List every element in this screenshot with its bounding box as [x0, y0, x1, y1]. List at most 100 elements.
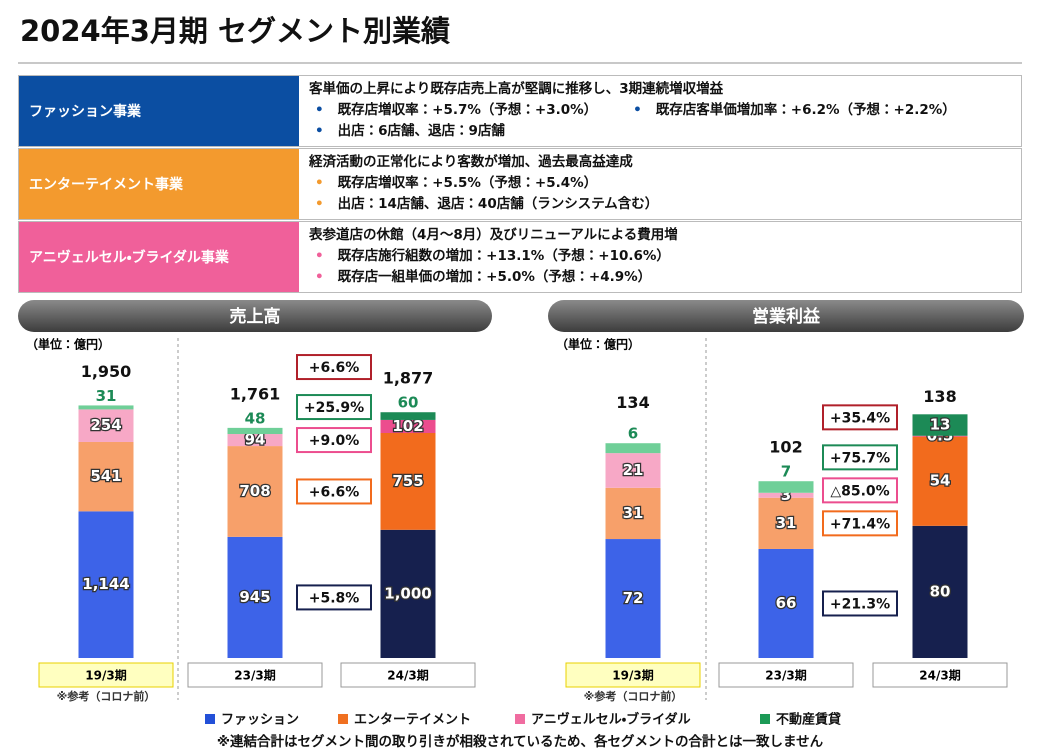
- bar-segment: [227, 434, 283, 447]
- change-label: +75.7%: [830, 450, 890, 466]
- legend-label: エンターテイメント: [354, 713, 471, 728]
- bullet-line: 出店：14店舗、退店：40店舗（ランシステム含む）: [309, 194, 1011, 215]
- bar-segment: [227, 536, 283, 658]
- total-label: 134: [616, 393, 649, 412]
- value-label: 48: [245, 409, 266, 427]
- bar-segment: [758, 492, 814, 498]
- segment-body: 客単価の上昇により既存店売上高が堅調に推移し、3期連続増収増益既存店増収率：+5…: [299, 76, 1021, 146]
- segment-headline: 客単価の上昇により既存店売上高が堅調に推移し、3期連続増収増益: [309, 81, 724, 97]
- bullet: 既存店増収率：+5.5%（予想：+5.4%）: [315, 173, 598, 194]
- value-label: 80: [930, 582, 951, 600]
- bar-segment: [380, 529, 436, 658]
- bar-segment: [758, 497, 814, 549]
- segment-headline: 表参道店の休館（4月～8月）及びリニューアルによる費用増: [309, 227, 678, 243]
- bullet: 出店：14店舗、退店：40店舗（ランシステム含む）: [315, 194, 659, 215]
- category-box: [872, 662, 1008, 688]
- change-box: [296, 394, 372, 421]
- total-change-label: +35.4%: [830, 410, 890, 426]
- chart-title: 売上高: [230, 306, 281, 327]
- bullet-line: 既存店増収率：+5.7%（予想：+3.0%） 既存店客単価増加率：+6.2%（予想…: [309, 100, 1011, 121]
- bar-segment: [78, 405, 134, 410]
- category-label: 19/3期: [85, 668, 126, 683]
- bullet: 既存店施行組数の増加：+13.1%（予想：+10.6%）: [315, 246, 670, 267]
- bar-segment: [380, 433, 436, 530]
- unit-label: （単位：億円）: [556, 337, 640, 352]
- change-box: [822, 444, 898, 471]
- legend-label: アニヴェルセル・ブライダル: [531, 712, 691, 728]
- bar-segment: [227, 427, 283, 435]
- bar-segment: [758, 548, 814, 658]
- bullet-line: 出店：6店舗、退店：9店舗: [309, 121, 1011, 142]
- total-change-label: +6.6%: [309, 360, 360, 376]
- value-label: 31: [776, 514, 797, 532]
- change-box: [296, 584, 372, 611]
- value-label: 102: [392, 417, 423, 435]
- bar-segment: [758, 481, 814, 493]
- total-label: 1,761: [230, 384, 281, 403]
- category-label: 23/3期: [234, 668, 275, 683]
- bar-segment: [380, 412, 436, 420]
- legend-label: 不動産賃貸: [776, 712, 841, 728]
- bullet: 既存店増収率：+5.7%（予想：+3.0%）: [315, 100, 598, 121]
- change-box: [822, 477, 898, 504]
- change-box: [296, 354, 372, 381]
- bullet-line: 既存店一組単価の増加：+5.0%（予想：+4.9%）: [309, 267, 1011, 288]
- bar-segment: [380, 419, 436, 433]
- segment-name: アニヴェルセル・ブライダル事業: [19, 222, 299, 292]
- value-label: 1,144: [82, 575, 129, 593]
- bar-segment: [605, 539, 661, 658]
- total-label: 138: [923, 387, 956, 406]
- value-label: 94: [245, 431, 266, 449]
- segment-table: ファッション事業客単価の上昇により既存店売上高が堅調に推移し、3期連続増収増益既…: [18, 75, 1022, 294]
- value-label: 1,000: [384, 584, 431, 602]
- bullet-line: 既存店増収率：+5.5%（予想：+5.4%）: [309, 173, 1011, 194]
- value-label: 541: [90, 467, 121, 485]
- segment-name: ファッション事業: [19, 76, 299, 146]
- category-label: 24/3期: [919, 668, 960, 683]
- change-box: [822, 510, 898, 537]
- segment-row: ファッション事業客単価の上昇により既存店売上高が堅調に推移し、3期連続増収増益既…: [18, 75, 1022, 147]
- value-label: 21: [623, 461, 644, 479]
- bar-segment: [227, 446, 283, 537]
- total-label: 102: [769, 438, 802, 457]
- total-label: 1,950: [81, 362, 132, 381]
- value-label: 60: [398, 394, 419, 412]
- category-label: 23/3期: [765, 668, 806, 683]
- change-label: △85.0%: [830, 483, 889, 499]
- bar-segment: [912, 435, 968, 437]
- bullet: 出店：6店舗、退店：9店舗: [315, 121, 505, 142]
- segment-name: エンターテイメント事業: [19, 149, 299, 219]
- slide-title: 2024年3月期 セグメント別業績: [20, 14, 450, 48]
- bullet-line: 既存店施行組数の増加：+13.1%（予想：+10.6%）: [309, 246, 1011, 267]
- bar-segment: [912, 436, 968, 526]
- legend-swatch: [760, 714, 770, 724]
- title-rule: [18, 62, 1022, 64]
- category-note: ※参考（コロナ前）: [57, 689, 156, 703]
- unit-label: （単位：億円）: [26, 337, 110, 352]
- category-label: 19/3期: [612, 668, 653, 683]
- segment-body: 表参道店の休館（4月～8月）及びリニューアルによる費用増既存店施行組数の増加：+…: [299, 222, 1021, 292]
- category-box: [187, 662, 323, 688]
- change-label: +5.8%: [309, 590, 360, 606]
- bar-segment: [78, 409, 134, 442]
- value-label: 72: [623, 589, 644, 607]
- value-label: 708: [239, 482, 270, 500]
- value-label: 31: [96, 387, 117, 405]
- legend-swatch: [338, 714, 348, 724]
- value-label: 6: [628, 425, 638, 443]
- bar-segment: [78, 511, 134, 658]
- chart-title: 営業利益: [752, 306, 821, 327]
- category-note: ※参考（コロナ前）: [584, 689, 683, 703]
- legend-label: ファッション: [221, 713, 299, 728]
- bar-segment: [605, 487, 661, 540]
- change-label: +25.9%: [304, 400, 364, 416]
- legend-swatch: [205, 714, 215, 724]
- value-label: 54: [930, 472, 951, 490]
- value-label: 31: [623, 504, 644, 522]
- change-label: +21.3%: [830, 596, 890, 612]
- category-label: 24/3期: [387, 668, 428, 683]
- chart-header: [548, 300, 1024, 332]
- category-box: [38, 662, 174, 688]
